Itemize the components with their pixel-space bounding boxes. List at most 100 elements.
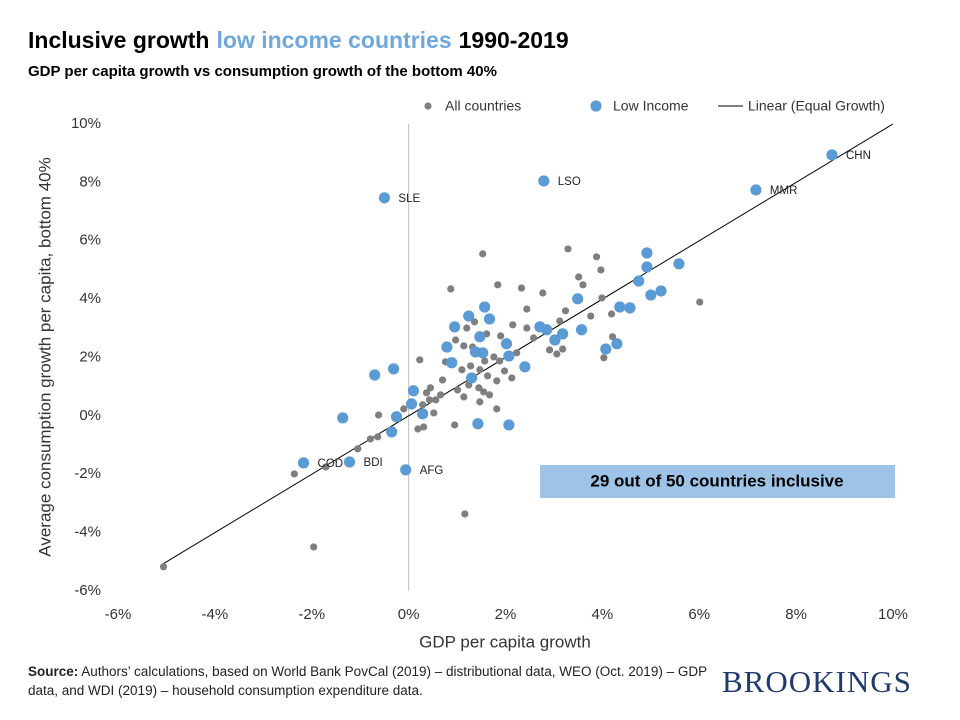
scatter-point bbox=[641, 261, 653, 273]
scatter-point bbox=[696, 298, 704, 306]
scatter-point bbox=[553, 350, 561, 358]
reference-line bbox=[163, 123, 894, 564]
scatter-point bbox=[575, 273, 583, 281]
chart-title: Inclusive growth low income countries 1990… bbox=[28, 27, 569, 53]
point-label: LSO bbox=[558, 176, 581, 188]
scatter-point bbox=[503, 419, 515, 431]
chart: Inclusive growth low income countries 1990… bbox=[28, 27, 908, 651]
scatter-point bbox=[556, 317, 564, 325]
point-label: MMR bbox=[770, 185, 797, 197]
scatter-point bbox=[608, 333, 617, 341]
scatter-point bbox=[655, 285, 667, 297]
scatter-point bbox=[337, 412, 349, 424]
scatter-point bbox=[600, 343, 612, 355]
y-tick-label: 8% bbox=[79, 173, 101, 190]
scatter-point bbox=[750, 184, 762, 196]
scatter-point bbox=[420, 423, 428, 431]
scatter-point bbox=[509, 321, 517, 329]
scatter-point bbox=[453, 386, 462, 394]
scatter-point bbox=[529, 334, 538, 342]
scatter-point bbox=[541, 324, 553, 336]
scatter-point bbox=[400, 464, 412, 476]
legend-label: Linear (Equal Growth) bbox=[748, 98, 885, 114]
scatter-point bbox=[497, 332, 505, 340]
scatter-point bbox=[476, 398, 484, 406]
scatter-point bbox=[469, 346, 482, 358]
scatter-point bbox=[481, 357, 489, 365]
scatter-point bbox=[641, 247, 653, 259]
scatter-point bbox=[447, 285, 455, 293]
scatter-point bbox=[493, 405, 501, 413]
chart-subtitle: GDP per capita growth vs consumption gro… bbox=[28, 63, 497, 80]
scatter-point bbox=[460, 393, 468, 401]
scatter-point bbox=[523, 324, 531, 332]
scatter-point bbox=[575, 324, 588, 336]
scatter-point bbox=[508, 374, 516, 382]
x-tick-label: 10% bbox=[878, 606, 908, 623]
y-tick-label: 0% bbox=[79, 407, 101, 424]
scatter-point bbox=[500, 367, 509, 375]
source-text: Authors’ calculations, based on World Ba… bbox=[28, 664, 707, 698]
point-label: BDI bbox=[364, 457, 383, 469]
scatter-point bbox=[494, 281, 502, 289]
scatter-point bbox=[451, 421, 459, 429]
x-tick-label: 4% bbox=[592, 606, 614, 623]
source-label: Source: bbox=[28, 664, 79, 679]
scatter-point bbox=[826, 149, 838, 161]
point-label: CHN bbox=[846, 150, 871, 162]
scatter-point bbox=[587, 312, 595, 320]
point-label: AFG bbox=[420, 465, 444, 477]
scatter-point bbox=[564, 245, 572, 253]
scatter-point bbox=[645, 289, 657, 301]
scatter-point bbox=[460, 342, 468, 350]
scatter-point bbox=[449, 321, 461, 333]
scatter-point bbox=[513, 349, 521, 357]
scatter-point bbox=[538, 175, 550, 187]
scatter-point bbox=[374, 411, 383, 419]
scatter-point bbox=[310, 543, 318, 551]
legend-label: All countries bbox=[445, 98, 521, 114]
scatter-point bbox=[446, 357, 458, 369]
scatter-point bbox=[485, 391, 494, 399]
legend-marker bbox=[590, 100, 602, 112]
scatter-point bbox=[559, 345, 567, 353]
title-lead: Inclusive growth bbox=[28, 27, 209, 53]
scatter-point bbox=[503, 350, 515, 362]
y-axis-label: Average consumption growth per capita, b… bbox=[35, 157, 54, 556]
point-label: COD bbox=[318, 458, 344, 470]
scatter-point bbox=[159, 563, 168, 571]
scatter-point bbox=[496, 357, 504, 365]
scatter-point bbox=[624, 302, 636, 314]
scatter-point bbox=[430, 409, 438, 417]
scatter-point bbox=[673, 258, 685, 270]
scatter-point bbox=[614, 301, 626, 313]
scatter-point bbox=[407, 385, 420, 397]
scatter-point bbox=[343, 456, 356, 468]
y-tick-label: 6% bbox=[79, 232, 101, 249]
scatter-point bbox=[611, 338, 623, 350]
scatter-point bbox=[374, 433, 382, 441]
y-tick-label: -4% bbox=[74, 524, 101, 541]
x-tick-label: -2% bbox=[298, 606, 325, 623]
x-tick-label: -6% bbox=[105, 606, 132, 623]
x-tick-label: 2% bbox=[495, 606, 517, 623]
scatter-point bbox=[425, 396, 434, 404]
scatter-point bbox=[322, 463, 330, 471]
scatter-point bbox=[452, 336, 460, 344]
scatter-point bbox=[483, 372, 492, 380]
scatter-point bbox=[465, 372, 478, 384]
y-tick-label: -6% bbox=[74, 582, 101, 599]
scatter-point bbox=[579, 281, 587, 289]
legend-label: Low Income bbox=[613, 98, 689, 114]
scatter-point bbox=[458, 366, 466, 374]
scatter-point bbox=[417, 408, 429, 420]
scatter-point bbox=[557, 328, 569, 340]
x-axis-label: GDP per capita growth bbox=[419, 632, 591, 651]
scatter-point bbox=[369, 369, 381, 381]
scatter-point bbox=[414, 425, 422, 433]
title-tail: 1990-2019 bbox=[459, 27, 569, 53]
logo: BROOKINGS bbox=[722, 664, 912, 699]
scatter-point bbox=[436, 391, 445, 399]
y-tick-label: 10% bbox=[71, 115, 101, 132]
scatter-point bbox=[607, 310, 616, 318]
